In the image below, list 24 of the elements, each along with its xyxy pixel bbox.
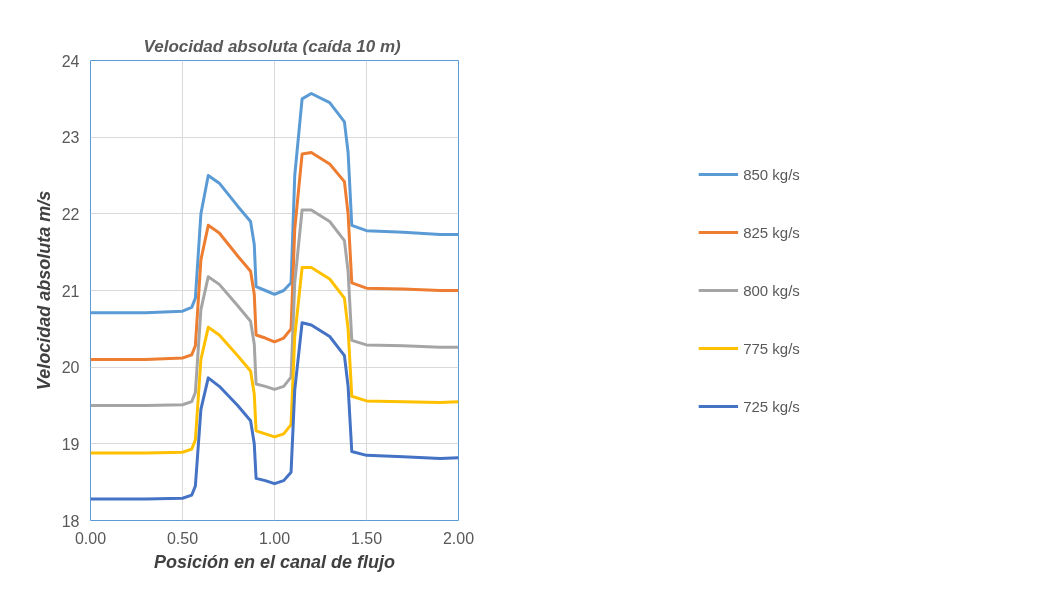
y-tick-label: 18 xyxy=(61,512,80,530)
x-tick-label: 1.00 xyxy=(258,529,291,547)
line-series xyxy=(90,151,459,361)
line-series xyxy=(90,321,459,501)
y-tick-label: 21 xyxy=(61,282,80,300)
legend-label: 800 kg/s xyxy=(743,281,800,299)
y-tick-label: 22 xyxy=(61,205,80,223)
line-series xyxy=(90,266,459,455)
chart-title: Velocidad absoluta (caída 10 m) xyxy=(143,36,402,56)
y-tick-label: 20 xyxy=(61,359,80,377)
y-axis-title: Velocidad absoluta m/s xyxy=(33,190,54,391)
y-tick-label: 23 xyxy=(61,129,80,147)
y-tick-label: 19 xyxy=(61,435,80,453)
legend-label: 850 kg/s xyxy=(743,165,800,183)
legend-label: 725 kg/s xyxy=(743,397,800,415)
x-axis-title: Posición en el canal de flujo xyxy=(153,551,396,572)
x-tick-label: 0.00 xyxy=(74,529,107,547)
legend-label: 775 kg/s xyxy=(743,339,800,357)
line-series xyxy=(90,208,459,407)
y-tick-label: 24 xyxy=(61,52,80,70)
x-tick-label: 0.50 xyxy=(166,529,199,547)
x-tick-label: 2.00 xyxy=(442,529,475,547)
legend-label: 825 kg/s xyxy=(743,223,800,241)
x-tick-label: 1.50 xyxy=(350,529,383,547)
